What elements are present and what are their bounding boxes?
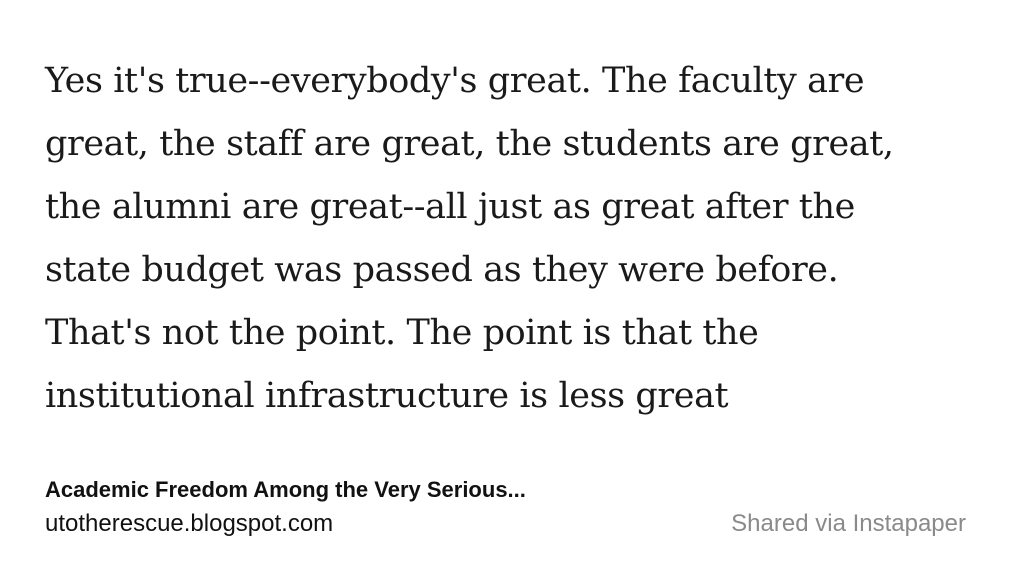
quote-text: Yes it's true--everybody's great. The fa… bbox=[45, 61, 894, 416]
article-title: Academic Freedom Among the Very Serious.… bbox=[45, 477, 526, 502]
shared-via-label: Shared via Instapaper bbox=[731, 510, 966, 537]
source-url: utotherescue.blogspot.com bbox=[45, 510, 334, 537]
